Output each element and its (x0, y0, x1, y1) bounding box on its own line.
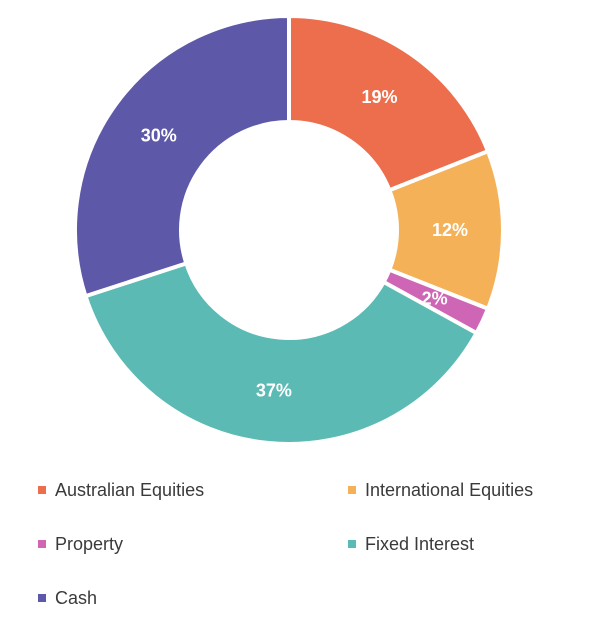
legend-label: Cash (55, 587, 98, 608)
legend-item-australian-equities: Australian Equities (38, 478, 204, 502)
slice-label-property: 2% (422, 289, 448, 309)
slice-cash (73, 13, 291, 299)
slice-label-fixed-interest: 37% (256, 380, 292, 400)
legend-swatch-international-equities (348, 486, 356, 494)
donut-chart: 19% 12% 2% 37% 30% (73, 13, 505, 446)
slice-australian-equities (287, 13, 491, 193)
legend-label: Fixed Interest (365, 533, 475, 554)
legend-item-property: Property (38, 532, 123, 556)
legend-swatch-australian-equities (38, 486, 46, 494)
legend-swatch-property (38, 540, 46, 548)
slice-label-cash: 30% (141, 125, 177, 145)
legend-label: Australian Equities (55, 479, 205, 500)
slice-label-australian-equities: 19% (361, 87, 397, 107)
legend-item-fixed-interest: Fixed Interest (348, 532, 474, 556)
legend-item-cash: Cash (38, 586, 97, 610)
legend-item-international-equities: International Equities (348, 478, 533, 502)
legend-swatch-fixed-interest (348, 540, 356, 548)
slice-label-international-equities: 12% (432, 220, 468, 240)
legend-swatch-cash (38, 594, 46, 602)
legend-label: International Equities (365, 479, 534, 500)
donut-slices (73, 13, 505, 446)
slice-fixed-interest (82, 260, 480, 446)
legend-label: Property (55, 533, 124, 554)
donut-slice-labels: 19% 12% 2% 37% 30% (141, 87, 468, 400)
